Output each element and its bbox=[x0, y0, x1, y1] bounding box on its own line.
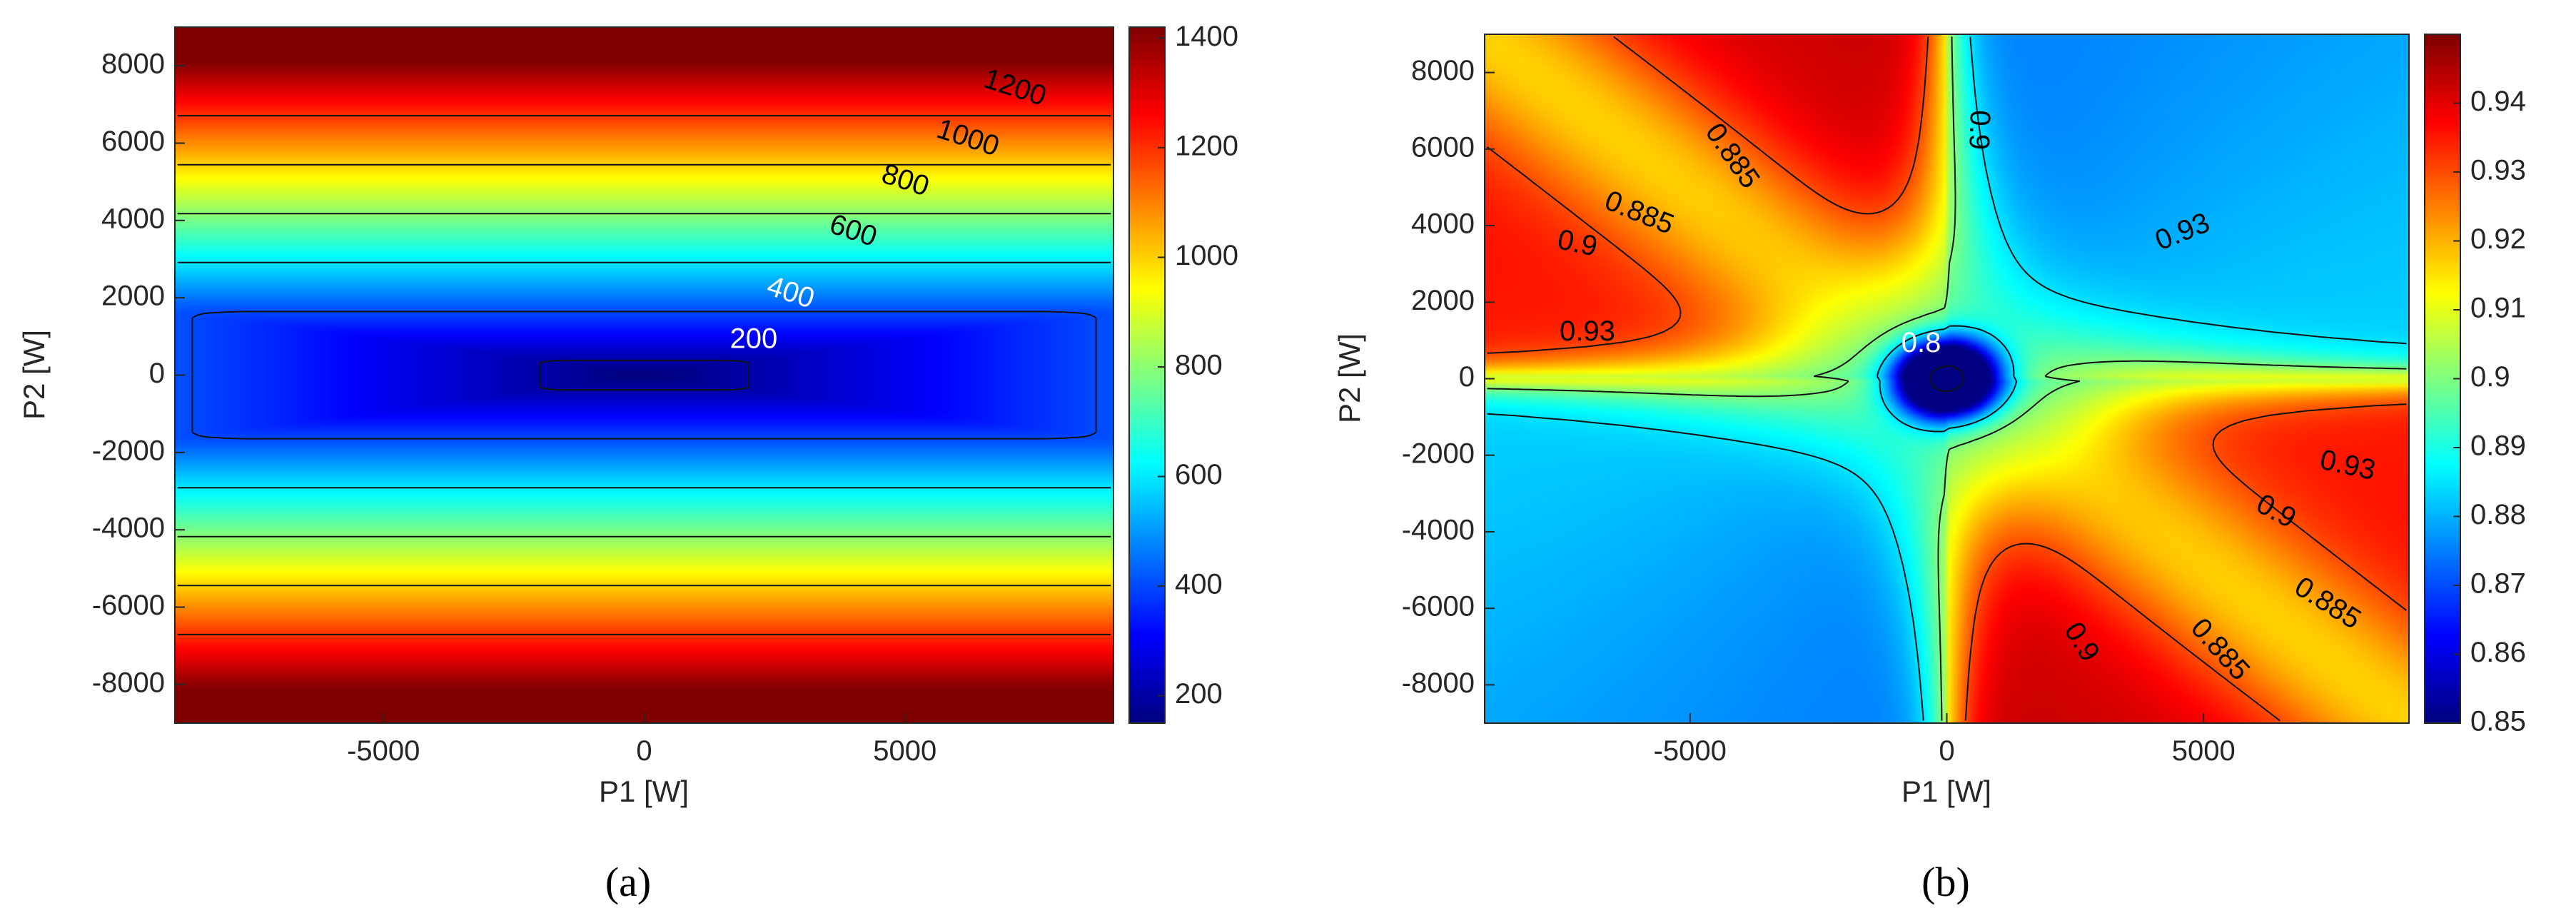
panel-a-colorbar-tick-label: 200 bbox=[1175, 678, 1223, 710]
panel-a-y-ticks: 8000 6000 4000 2000 0 -2000 -4000 -6000 -8000 bbox=[92, 49, 185, 698]
panel-b-y-tick-label: 2000 bbox=[1411, 285, 1475, 316]
panel-b-x-axis-label: P1 [W] bbox=[1901, 775, 1991, 808]
panel-a-colorbar-tick-label: 400 bbox=[1175, 569, 1223, 600]
panel-b-contours bbox=[1486, 36, 2408, 722]
panel-a-contour-600 bbox=[177, 261, 1111, 489]
panel-a-x-tick-label: 0 bbox=[636, 735, 652, 767]
panel-b-contour-label: 0.9 bbox=[1963, 110, 1996, 151]
panel-a-contour-800 bbox=[177, 213, 1111, 538]
panel-a-heatmap bbox=[175, 27, 1113, 723]
panel-b-y-tick-label: 0 bbox=[1459, 361, 1475, 393]
panel-b-colorbar-tick-label: 0.91 bbox=[2470, 293, 2526, 324]
panel-b-x-tick-label: -5000 bbox=[1654, 735, 1727, 767]
panel-a-colorbar-tick-label: 600 bbox=[1175, 459, 1223, 490]
panel-b-colorbar-ticks: 0.94 0.93 0.92 0.91 0.9 0.89 0.88 0.87 0.86 0.85 bbox=[2453, 86, 2526, 737]
panel-b-y-tick-label: 6000 bbox=[1411, 131, 1475, 163]
panel-a-contour-1200 bbox=[177, 115, 1111, 635]
panel-a-y-tick-label: -2000 bbox=[92, 435, 165, 466]
panel-a-x-tick-label: 5000 bbox=[873, 735, 936, 767]
panel-b-contour-0-93 bbox=[1486, 36, 2408, 722]
panel-b-caption: (b) bbox=[1921, 859, 1970, 905]
panel-a-caption: (a) bbox=[605, 859, 651, 905]
panel-a-x-ticks: -5000 0 5000 bbox=[347, 713, 936, 767]
panel-b-y-ticks: 8000 6000 4000 2000 0 -2000 -4000 -6000 -8000 bbox=[1402, 55, 1495, 699]
panel-b-contour-label: 0.8 bbox=[1901, 327, 1941, 358]
panel-a-colorbar-tick-label: 1000 bbox=[1175, 240, 1238, 271]
panel-a-y-axis-label: P2 [W] bbox=[17, 330, 51, 420]
panel-b-y-tick-label: 8000 bbox=[1411, 55, 1475, 86]
panel-a-colorbar-ticks: 1400 1200 1000 800 600 400 200 bbox=[1158, 21, 1238, 710]
panel-a-colorbar bbox=[1129, 27, 1165, 723]
panel-b-x-tick-label: 0 bbox=[1939, 735, 1954, 767]
panel-a-contour-1000 bbox=[177, 163, 1111, 587]
panel-a-y-tick-label: -6000 bbox=[92, 590, 165, 621]
panel-a-y-tick-label: 2000 bbox=[101, 281, 165, 312]
panel-a-y-tick-label: 4000 bbox=[101, 203, 165, 234]
panel-b-colorbar-tick-label: 0.89 bbox=[2470, 430, 2526, 462]
panel-b-heatmap bbox=[1485, 34, 2409, 723]
panel-a-y-tick-label: 8000 bbox=[101, 49, 165, 80]
panel-a-contour-200 bbox=[539, 359, 749, 391]
panel-a-y-tick-label: 6000 bbox=[101, 126, 165, 157]
panel-b-y-tick-label: -4000 bbox=[1402, 515, 1475, 546]
panel-a-contours bbox=[177, 115, 1111, 635]
panel-b-x-tick-label: 5000 bbox=[2172, 735, 2236, 767]
panel-a-contour-label: 200 bbox=[730, 323, 778, 354]
panel-a-y-tick-label: -8000 bbox=[92, 667, 165, 698]
panel-a-colorbar-tick-label: 1200 bbox=[1175, 130, 1238, 161]
panel-a-y-tick-label: -4000 bbox=[92, 513, 165, 544]
panel-b-y-axis-label: P2 [W] bbox=[1333, 333, 1366, 423]
panel-a-colorbar-tick-label: 800 bbox=[1175, 350, 1223, 381]
panel-b-contour-0-9 bbox=[1487, 36, 2407, 721]
panel-b-y-tick-label: -8000 bbox=[1402, 667, 1475, 699]
panel-b-y-tick-label: -6000 bbox=[1402, 591, 1475, 622]
panel-b-x-ticks: -5000 0 5000 bbox=[1654, 713, 2236, 767]
panel-b-contour-0-885 bbox=[1487, 36, 2407, 721]
panel-b-contour-0-8 bbox=[1929, 365, 1965, 393]
panel-b-colorbar-tick-label: 0.94 bbox=[2470, 86, 2526, 117]
panel-a-colorbar-frame bbox=[1128, 26, 1166, 724]
panel-b-colorbar-tick-label: 0.85 bbox=[2470, 706, 2526, 737]
panel-b-contour-label: 0.93 bbox=[1560, 316, 1615, 347]
panel-b-y-tick-label: 4000 bbox=[1411, 208, 1475, 240]
panel-a-contour-400 bbox=[191, 311, 1097, 440]
panel-a-x-axis-label: P1 [W] bbox=[599, 775, 689, 808]
panel-b-colorbar-tick-label: 0.88 bbox=[2470, 499, 2526, 530]
panel-b-colorbar-tick-label: 0.93 bbox=[2470, 155, 2526, 186]
panel-a-y-tick-label: 0 bbox=[149, 358, 165, 389]
panel-a-x-tick-label: -5000 bbox=[347, 735, 420, 767]
panel-b-y-tick-label: -2000 bbox=[1402, 438, 1475, 469]
panel-b-colorbar-tick-label: 0.9 bbox=[2470, 361, 2510, 393]
panel-b-colorbar-tick-label: 0.92 bbox=[2470, 223, 2526, 255]
panel-b-colorbar-tick-label: 0.87 bbox=[2470, 568, 2526, 600]
panel-a-colorbar-tick-label: 1400 bbox=[1175, 21, 1238, 52]
panel-b-colorbar-tick-label: 0.86 bbox=[2470, 637, 2526, 668]
